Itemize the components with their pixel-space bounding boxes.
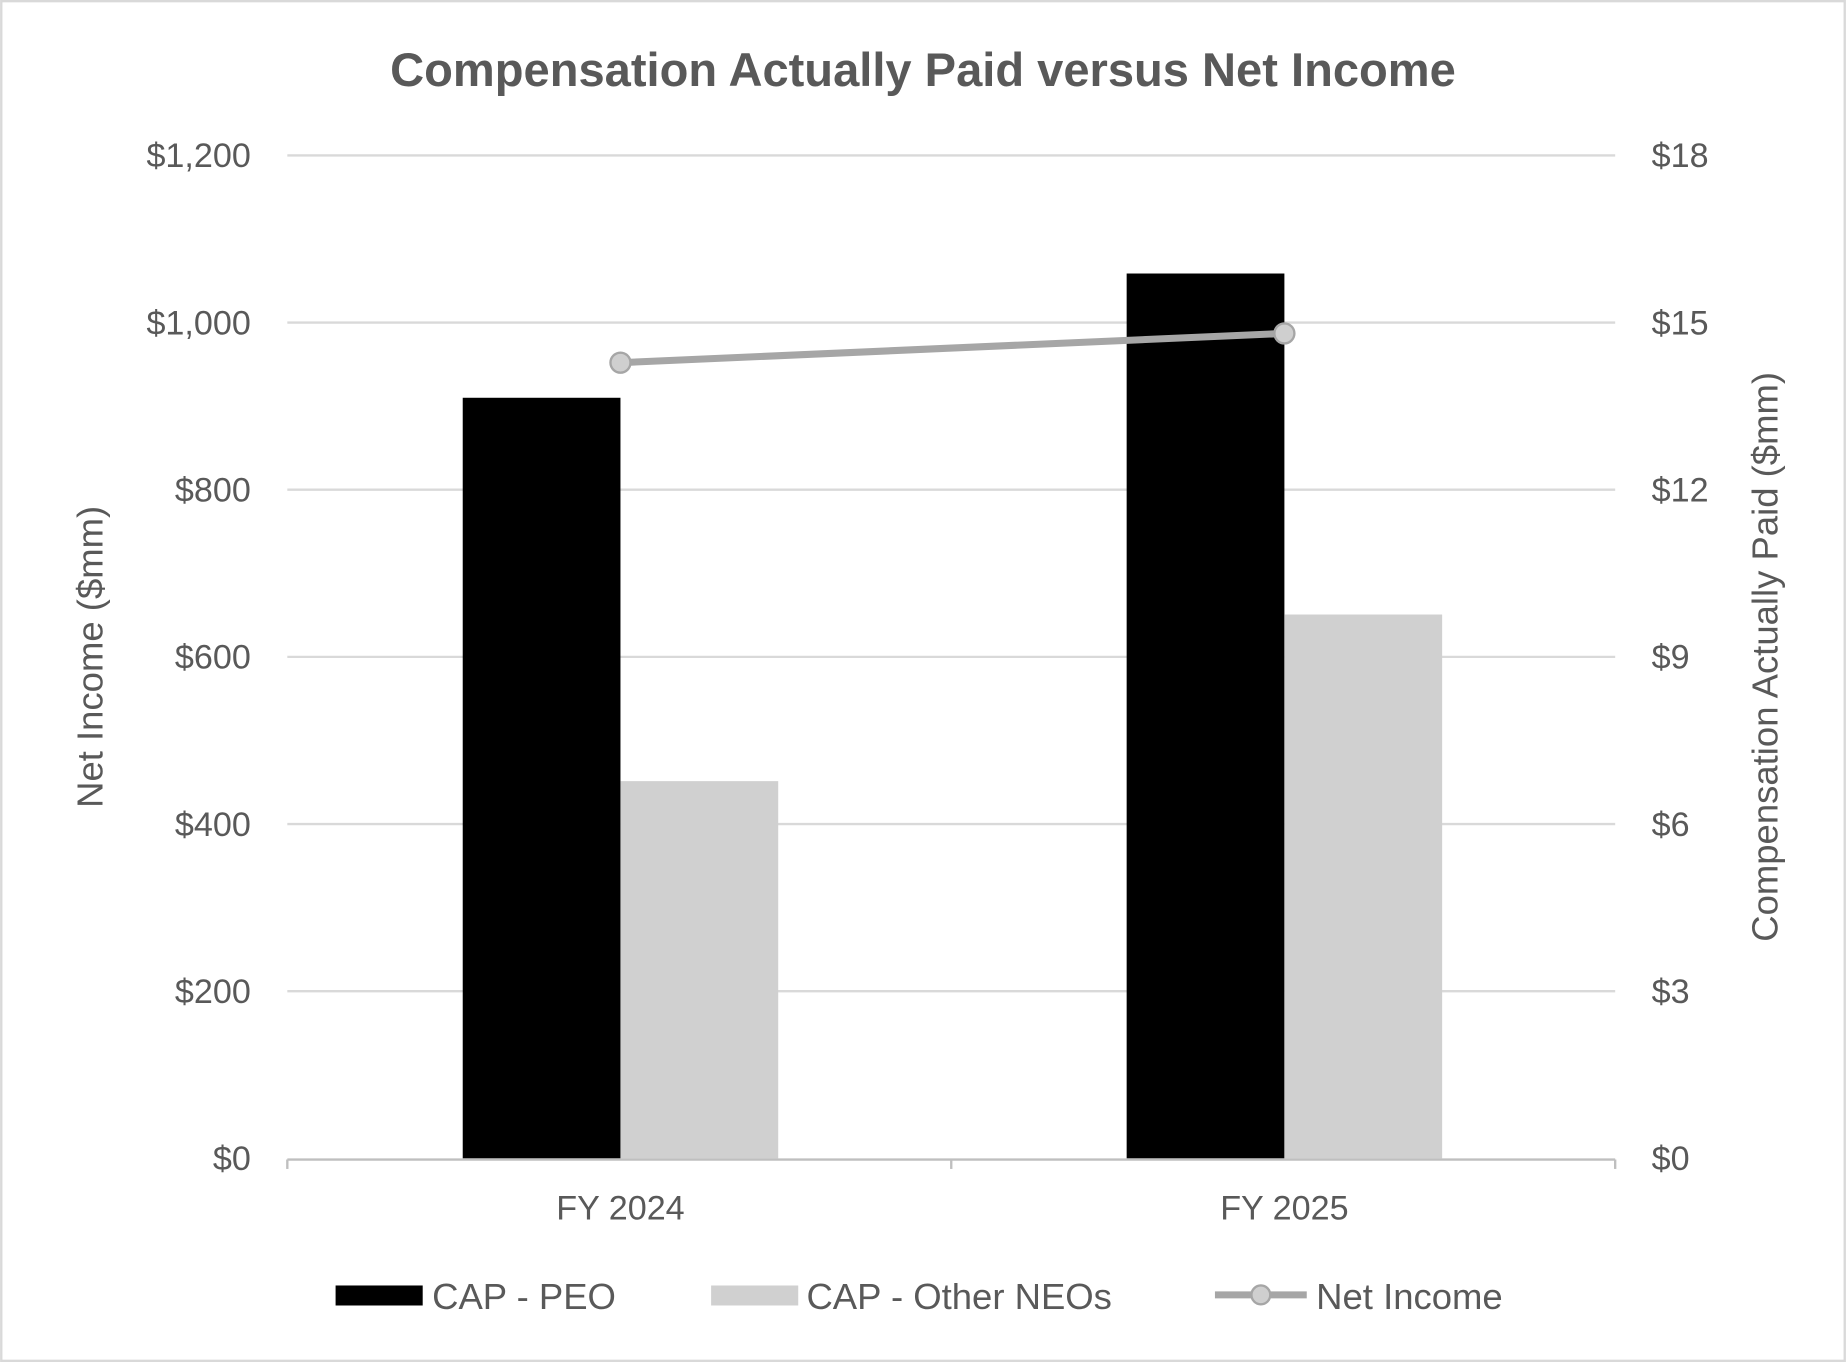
left-axis-ticks: $0 $200 $400 $600 $800 $1,000 $1,200 [146, 137, 250, 1178]
net-income-point [609, 351, 632, 374]
net-income-point [1273, 322, 1296, 345]
left-tick-label: $200 [175, 973, 251, 1011]
right-axis-label: Compensation Actually Paid ($mm) [1745, 372, 1786, 942]
legend-label-cap-other-neos: CAP - Other NEOs [806, 1276, 1111, 1317]
chart-title: Compensation Actually Paid versus Net In… [390, 43, 1456, 96]
right-tick-label: $6 [1652, 806, 1690, 844]
left-axis-label: Net Income ($mm) [70, 506, 111, 808]
legend-swatch-cap-peo [335, 1285, 423, 1306]
bar-cap-peo-fy-2025 [1126, 273, 1285, 1159]
net-income-line-path [620, 329, 1285, 367]
left-tick-label: $800 [175, 471, 251, 509]
bars [462, 273, 1443, 1159]
legend-swatch-cap-other-neos [711, 1285, 799, 1306]
left-tick-label: $1,000 [146, 304, 250, 342]
left-tick-label: $400 [175, 806, 251, 844]
net-income-line [609, 322, 1296, 374]
left-tick-label: $1,200 [146, 137, 250, 175]
right-tick-label: $3 [1652, 973, 1690, 1011]
x-tick-label: FY 2025 [1220, 1190, 1348, 1228]
right-tick-label: $15 [1652, 304, 1709, 342]
x-axis-labels: FY 2024 FY 2025 [556, 1190, 1348, 1228]
x-tick-label: FY 2024 [556, 1190, 684, 1228]
right-tick-label: $9 [1652, 639, 1690, 677]
legend-marker-net-income [1250, 1284, 1272, 1306]
legend: CAP - PEO CAP - Other NEOs Net Income [335, 1276, 1503, 1317]
bar-cap-peo-fy-2024 [462, 397, 621, 1159]
bar-cap-other-neos-fy-2024 [620, 781, 779, 1159]
right-axis-ticks: $0 $3 $6 $9 $12 $15 $18 [1652, 137, 1709, 1178]
right-tick-label: $18 [1652, 137, 1709, 175]
right-tick-label: $0 [1652, 1140, 1690, 1178]
left-tick-label: $600 [175, 639, 251, 677]
legend-label-cap-peo: CAP - PEO [432, 1276, 616, 1317]
bar-cap-other-neos-fy-2025 [1284, 614, 1443, 1159]
legend-label-net-income: Net Income [1316, 1276, 1503, 1317]
left-tick-label: $0 [213, 1140, 251, 1178]
right-tick-label: $12 [1652, 471, 1709, 509]
